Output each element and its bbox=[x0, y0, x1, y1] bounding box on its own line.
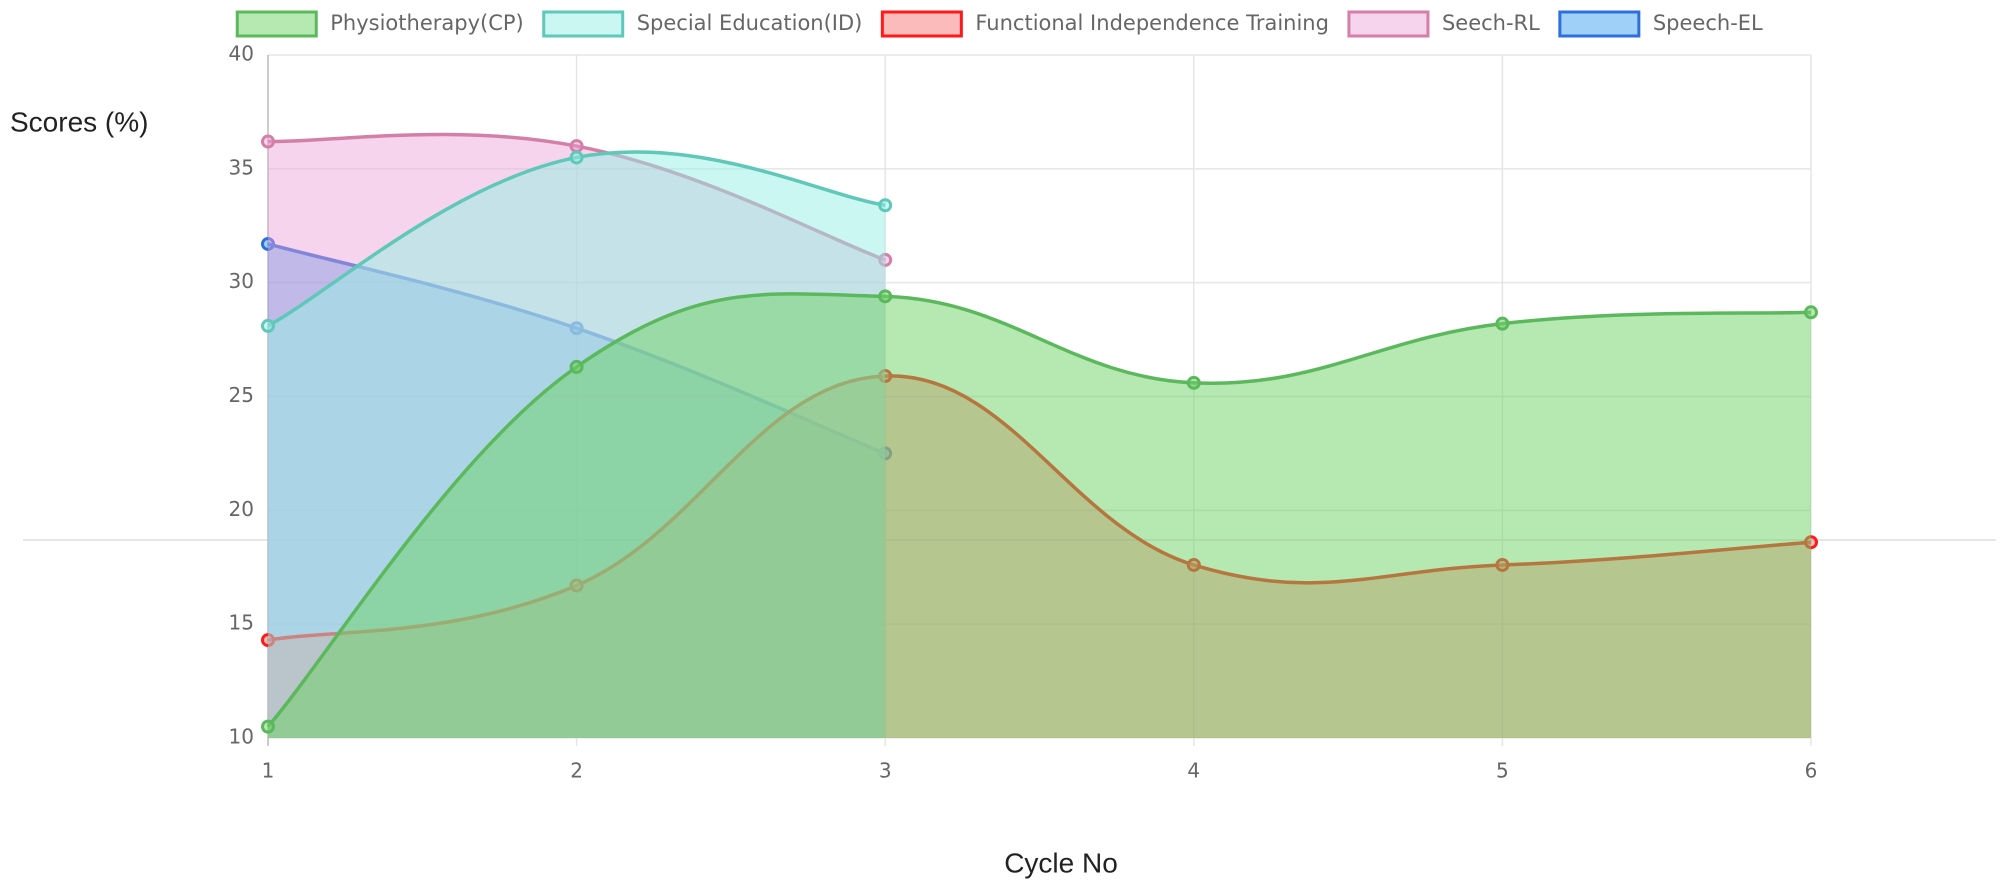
legend-label: Special Education(ID) bbox=[637, 11, 863, 35]
line bbox=[266, 292, 1812, 728]
point bbox=[569, 359, 584, 374]
point bbox=[261, 719, 275, 734]
y-tick-label: 25 bbox=[229, 383, 254, 407]
point bbox=[261, 318, 275, 333]
x-axis-title: Cycle No bbox=[1004, 847, 1118, 878]
legend-item: Physiotherapy(CP) bbox=[235, 10, 524, 38]
legend-label: Speech-EL bbox=[1653, 11, 1763, 35]
y-tick-label: 10 bbox=[229, 725, 254, 749]
x-tick-label: 5 bbox=[1496, 759, 1509, 783]
y-tick-label: 20 bbox=[229, 497, 254, 521]
legend-label: Seech-RL bbox=[1442, 11, 1540, 35]
legend-item: Special Education(ID) bbox=[542, 10, 863, 38]
legend-swatch bbox=[235, 10, 318, 38]
legend-label: Functional Independence Training bbox=[975, 11, 1329, 35]
legend-swatch bbox=[542, 10, 625, 38]
point bbox=[1804, 305, 1818, 320]
point bbox=[261, 134, 275, 149]
point bbox=[569, 139, 584, 154]
x-tick-label: 1 bbox=[262, 759, 275, 783]
legend-swatch bbox=[880, 10, 963, 38]
legend: Physiotherapy(CP) Special Education(ID) Fu… bbox=[235, 10, 1763, 38]
point bbox=[1495, 316, 1510, 331]
x-tick-label: 6 bbox=[1805, 759, 1818, 783]
legend-item: Seech-RL bbox=[1347, 10, 1540, 38]
legend-item: Speech-EL bbox=[1558, 10, 1763, 38]
point bbox=[878, 289, 893, 304]
series bbox=[261, 289, 1818, 738]
y-tick-label: 40 bbox=[229, 42, 254, 66]
y-axis-title: Scores (%) bbox=[10, 106, 148, 137]
legend-swatch bbox=[1558, 10, 1641, 38]
point bbox=[878, 198, 893, 213]
x-tick-label: 3 bbox=[879, 759, 892, 783]
legend-swatch bbox=[1347, 10, 1430, 38]
legend-item: Functional Independence Training bbox=[880, 10, 1329, 38]
point bbox=[1186, 375, 1201, 390]
point bbox=[569, 150, 584, 165]
x-tick-label: 4 bbox=[1187, 759, 1200, 783]
legend-label: Physiotherapy(CP) bbox=[330, 11, 523, 35]
y-tick-label: 30 bbox=[229, 269, 254, 293]
y-tick-label: 15 bbox=[229, 611, 254, 635]
area bbox=[268, 293, 1811, 738]
x-tick-label: 2 bbox=[570, 759, 583, 783]
y-tick-label: 35 bbox=[229, 155, 254, 179]
point bbox=[261, 236, 275, 251]
